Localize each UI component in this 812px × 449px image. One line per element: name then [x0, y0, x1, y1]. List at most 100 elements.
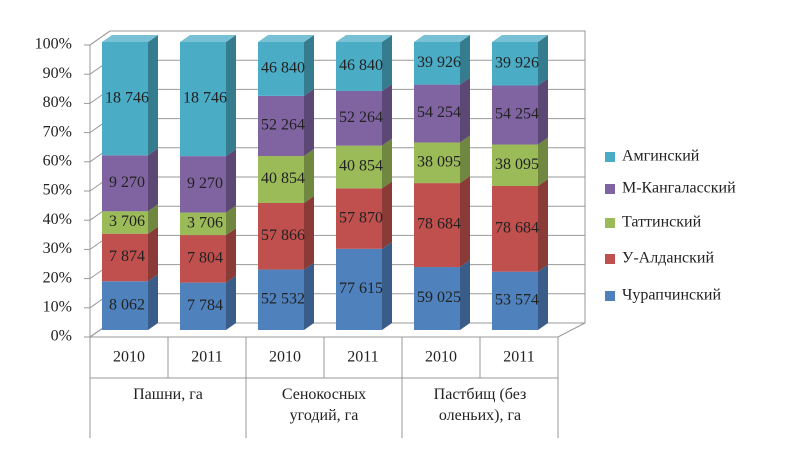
legend-marker [605, 152, 615, 162]
data-label: 78 684 [417, 216, 461, 233]
bar-segment [258, 95, 304, 157]
bar-segment [492, 144, 538, 187]
data-label: 77 615 [339, 280, 383, 297]
bar-side [226, 205, 236, 236]
y-tick-label: 70% [43, 123, 72, 140]
bar-side [538, 78, 548, 145]
bar-top [102, 35, 158, 42]
bar-top [180, 35, 236, 42]
bar-side [538, 35, 548, 86]
bar-segment [258, 203, 304, 270]
bar-side [304, 262, 314, 330]
data-label: 57 870 [339, 209, 383, 226]
legend-marker [605, 291, 615, 301]
y-tick-label: 10% [43, 298, 72, 315]
bar-segment [180, 282, 226, 330]
data-label: 46 840 [339, 57, 383, 74]
data-label: 53 574 [495, 292, 539, 309]
bar-side [304, 149, 314, 204]
legend-marker [605, 184, 615, 194]
data-label: 8 062 [109, 296, 145, 313]
data-label: 46 840 [261, 60, 305, 77]
legend-label: Таттинский [622, 214, 702, 231]
legend-label: Амгинский [622, 148, 700, 165]
bar-segment [102, 233, 148, 282]
bar-side [538, 264, 548, 330]
bar-side [538, 179, 548, 272]
data-label: 40 854 [261, 170, 305, 187]
bar-side [304, 196, 314, 270]
group-label-box: Пашни, га [133, 386, 203, 403]
bar-top [336, 35, 392, 42]
y-tick-label: 30% [43, 240, 72, 257]
bar-segment [492, 271, 538, 330]
bar-segment [336, 145, 382, 189]
bar-side [304, 88, 314, 157]
data-label: 38 095 [417, 153, 461, 170]
data-label: 9 270 [109, 174, 145, 191]
bar-segment [336, 90, 382, 146]
bar-side [382, 181, 392, 249]
bar-side [304, 35, 314, 96]
data-label: 59 025 [417, 289, 461, 306]
bar-segment [102, 42, 148, 156]
bar-segment [102, 155, 148, 212]
data-label: 39 926 [417, 54, 461, 71]
bar-segment [258, 269, 304, 330]
data-label: 40 854 [339, 158, 383, 175]
data-label: 18 746 [105, 89, 149, 106]
bar-side [148, 35, 158, 156]
bar-segment [492, 186, 538, 272]
legend-label: Чурапчинский [622, 287, 721, 304]
bar-side [226, 275, 236, 330]
data-label: 52 264 [339, 109, 383, 126]
bar-segment [336, 42, 382, 91]
bar-segment [492, 42, 538, 86]
data-label: 52 264 [261, 117, 305, 134]
group-label-box: Пастбищ (без оленьих), га [434, 386, 527, 424]
bar-segment [414, 142, 460, 184]
bar-segment [492, 85, 538, 145]
bar-segment [180, 156, 226, 213]
y-tick-label: 80% [43, 94, 72, 111]
data-label: 39 926 [495, 54, 539, 71]
bar-segment [102, 211, 148, 234]
x-tick-label: 2010 [425, 349, 457, 366]
legend-marker [605, 218, 615, 228]
bar-segment [336, 188, 382, 249]
legend-label: У-Алданский [622, 250, 714, 267]
bar-side [460, 176, 470, 268]
group-label-box: Сенокосных угодий, га [282, 386, 366, 424]
x-tick-label: 2011 [191, 349, 222, 366]
bar-segment [180, 235, 226, 283]
bar-side [226, 149, 236, 213]
data-label: 7 874 [109, 248, 145, 265]
legend-marker [605, 254, 615, 264]
y-tick-label: 100% [35, 36, 72, 53]
data-label: 54 254 [495, 106, 539, 123]
bar-segment [258, 156, 304, 204]
data-label: 9 270 [187, 175, 223, 192]
bar-segment [414, 183, 460, 268]
bar-side [382, 35, 392, 91]
data-label: 57 866 [261, 227, 305, 244]
data-label: 52 532 [261, 290, 305, 307]
y-tick-label: 0% [51, 328, 72, 345]
bar-side [538, 137, 548, 187]
grid-line [89, 30, 585, 46]
y-tick-label: 90% [43, 65, 72, 82]
bar-side [148, 204, 158, 234]
bar-side [460, 135, 470, 184]
bar-segment [414, 267, 460, 330]
x-tick-label: 2011 [503, 349, 534, 366]
data-label: 3 706 [187, 214, 223, 231]
bar-side [460, 77, 470, 143]
data-label: 78 684 [495, 220, 539, 237]
bar-segment [258, 42, 304, 96]
data-label: 7 804 [187, 250, 223, 267]
bar-top [492, 35, 548, 42]
bar-side [226, 228, 236, 283]
bar-side [226, 35, 236, 157]
bar-side [382, 241, 392, 330]
